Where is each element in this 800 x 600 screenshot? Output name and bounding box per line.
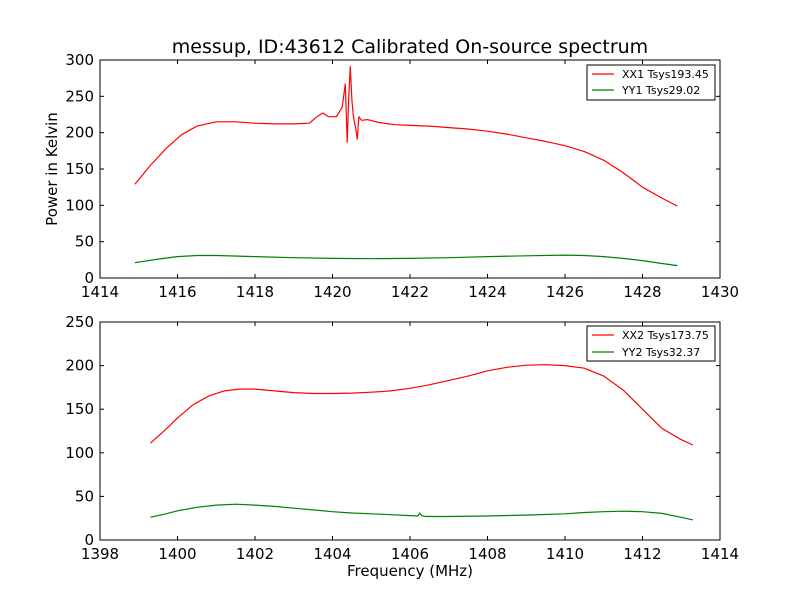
y-tick-label: 200 [65,124,94,142]
top-plot-panel: messup, ID:43612 Calibrated On-source sp… [43,36,739,301]
legend-label-yy2: YY2 Tsys32.37 [621,346,700,359]
top-ticks-layer: 1414 1416 1418 1420 1422 1424 1426 1428 1430 0 50 1… [65,51,739,301]
x-tick-label: 1424 [468,283,506,301]
bottom-ticks-layer: 1398 1400 1402 1404 1406 1408 1410 1412 1414 0 50 1… [65,313,739,563]
bottom-legend: XX2 Tsys173.75 YY2 Tsys32.37 [586,325,716,362]
x-tick-label: 1412 [623,545,661,563]
y-tick-label: 50 [75,487,94,505]
y-tick-label: 150 [65,160,94,178]
top-legend: XX1 Tsys193.45 YY1 Tsys29.02 [586,64,716,101]
y-tick-label: 100 [65,444,94,462]
bottom-plot-panel: 1398 1400 1402 1404 1406 1408 1410 1412 1414 0 50 1… [65,313,739,580]
y-tick-label: 0 [84,531,94,549]
x-tick-label: 1414 [701,545,739,563]
top-series-layer [134,65,678,267]
series-line-xx1 [134,65,678,207]
x-tick-label: 1406 [391,545,429,563]
x-tick-label: 1408 [468,545,506,563]
x-tick-label: 1398 [81,545,119,563]
y-tick-label: 300 [65,51,94,69]
x-axis-label: Frequency (MHz) [347,562,473,580]
y-tick-label: 0 [84,269,94,287]
x-tick-label: 1410 [546,545,584,563]
top-y-axis-label: Power in Kelvin [43,112,61,226]
y-tick-label: 250 [65,313,94,331]
y-tick-label: 250 [65,87,94,105]
legend-label-xx2: XX2 Tsys173.75 [622,329,709,342]
y-tick-label: 200 [65,357,94,375]
series-line-yy2 [150,503,694,521]
x-tick-label: 1420 [313,283,351,301]
x-tick-label: 1428 [623,283,661,301]
x-tick-label: 1430 [701,283,739,301]
chart-title: messup, ID:43612 Calibrated On-source sp… [172,36,648,58]
top-legend-box [586,64,716,101]
bottom-legend-box [586,325,716,362]
x-tick-label: 1414 [81,283,119,301]
x-tick-label: 1422 [391,283,429,301]
legend-label-yy1: YY1 Tsys29.02 [621,84,700,97]
legend-label-xx1: XX1 Tsys193.45 [622,68,709,81]
series-line-yy1 [134,254,678,267]
x-tick-label: 1426 [546,283,584,301]
x-tick-label: 1402 [236,545,274,563]
x-tick-label: 1418 [236,283,274,301]
x-tick-label: 1416 [158,283,196,301]
y-tick-label: 150 [65,400,94,418]
x-tick-label: 1400 [158,545,196,563]
y-tick-label: 50 [75,233,94,251]
bottom-series-layer [149,364,694,521]
y-tick-label: 100 [65,196,94,214]
series-line-xx2 [149,364,694,446]
x-tick-label: 1404 [313,545,351,563]
